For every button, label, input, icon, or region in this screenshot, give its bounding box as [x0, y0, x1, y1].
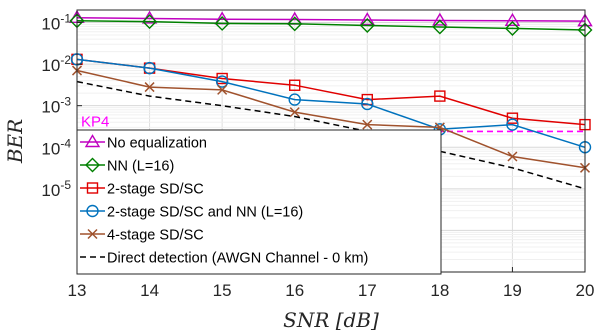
y-axis-label: BER	[3, 119, 27, 164]
data-point	[214, 15, 230, 31]
data-point	[289, 79, 301, 91]
series-line	[76, 58, 586, 149]
data-point	[288, 93, 301, 106]
legend-label: 2-stage SD/SC and NN (L=16)	[107, 205, 303, 221]
data-point	[217, 84, 228, 95]
legend-label: Direct detection (AWGN Channel - 0 km)	[107, 251, 368, 267]
y-tick-label: 10-5	[41, 178, 71, 200]
data-point	[359, 12, 376, 26]
legend-label: 2-stage SD/SC	[107, 182, 204, 198]
x-tick-label: 15	[213, 281, 232, 300]
kp4-label: KP4	[81, 113, 109, 130]
series-line	[76, 17, 586, 22]
x-tick-label: 19	[503, 281, 522, 300]
legend-label: 4-stage SD/SC	[107, 228, 204, 244]
x-tick-label: 13	[68, 281, 87, 300]
data-point	[506, 118, 519, 131]
legend-marker	[86, 204, 99, 218]
legend-item: 2-stage SD/SC	[80, 182, 204, 198]
data-point	[432, 12, 448, 26]
legend-marker	[84, 134, 101, 148]
series-line	[76, 69, 586, 169]
ticks-layer: 13 14 15 16 17 18 19 20 10-1 10-2 10-3 10-4 10-5	[41, 12, 594, 300]
series-line	[76, 20, 586, 31]
y-tick-label: 10-3	[41, 95, 71, 117]
series-group	[69, 13, 593, 38]
legend-label: NN (L=16)	[107, 159, 174, 175]
data-point	[362, 119, 373, 130]
x-tick-label: 16	[285, 281, 304, 300]
series-line	[76, 80, 586, 190]
data-point	[142, 14, 158, 30]
x-tick-label: 18	[430, 281, 449, 300]
x-axis-label: SNR [dB]	[283, 308, 379, 332]
data-point	[504, 12, 521, 26]
data-point	[504, 20, 520, 36]
legend-item: 4-stage SD/SC	[80, 228, 204, 244]
legend: No equalization NN (L=16) 2-stage SD/SC 2-s…	[76, 129, 442, 275]
data-point	[359, 17, 375, 33]
legend-item: No equalization	[80, 134, 207, 152]
y-tick-label: 10-1	[41, 12, 71, 34]
data-point	[506, 112, 519, 124]
legend-item: NN (L=16)	[80, 157, 174, 175]
data-point	[144, 82, 155, 93]
series-group	[70, 53, 592, 154]
data-point	[287, 16, 303, 32]
data-point	[289, 107, 300, 118]
legend-label: No equalization	[107, 136, 207, 152]
data-point	[215, 75, 229, 88]
legend-item: Direct detection (AWGN Channel - 0 km)	[80, 251, 368, 267]
series-group	[76, 80, 586, 190]
y-tick-label: 10-2	[41, 53, 71, 75]
legend-marker	[85, 157, 100, 173]
legend-marker	[87, 228, 98, 240]
data-point	[432, 19, 448, 35]
data-point	[143, 61, 156, 75]
x-tick-label: 17	[358, 281, 377, 300]
y-tick-label: 10-4	[41, 136, 71, 158]
legend-box	[76, 129, 442, 275]
data-point	[507, 151, 518, 162]
legend-item: 2-stage SD/SC and NN (L=16)	[80, 205, 303, 221]
data-point	[361, 97, 374, 111]
x-tick-label: 14	[140, 281, 159, 300]
x-tick-label: 20	[576, 281, 595, 300]
data-point	[434, 90, 446, 102]
legend-marker	[86, 182, 99, 194]
